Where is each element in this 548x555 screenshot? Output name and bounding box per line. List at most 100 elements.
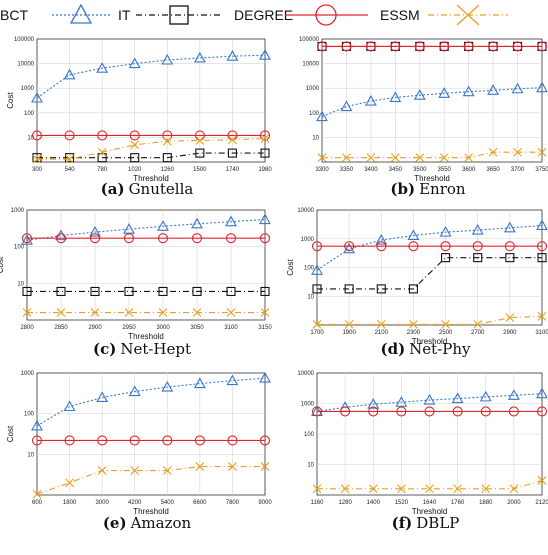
y-tick-label: 100 xyxy=(24,412,35,418)
series-degree xyxy=(31,435,271,446)
x-tick-label: 3750 xyxy=(535,167,548,173)
series-bct xyxy=(31,49,271,103)
data-point xyxy=(438,87,451,98)
data-point xyxy=(488,147,498,157)
data-point xyxy=(195,462,205,471)
data-point xyxy=(472,241,483,252)
x-tick-label: 1880 xyxy=(479,500,493,506)
data-point xyxy=(316,41,328,52)
data-point xyxy=(342,153,351,163)
data-point xyxy=(32,154,42,164)
x-tick-label: 2800 xyxy=(20,325,34,331)
series-it xyxy=(32,148,270,163)
x-tick-label: 3050 xyxy=(190,325,204,331)
series-essm xyxy=(32,462,270,499)
data-point xyxy=(260,462,270,471)
data-point xyxy=(365,41,376,52)
legend-item-essm: ESSM xyxy=(380,4,508,26)
caption: (a) Gnutella xyxy=(101,180,194,198)
data-point xyxy=(123,233,135,244)
data-point xyxy=(395,396,408,407)
series-line xyxy=(36,377,266,427)
x-axis-label: Threshold xyxy=(414,174,450,183)
plot-area xyxy=(321,38,543,163)
data-point xyxy=(259,49,271,60)
series-bct xyxy=(316,81,548,122)
data-point xyxy=(487,84,500,95)
data-point xyxy=(63,400,76,412)
caption-name: Net-Phy xyxy=(409,340,471,358)
data-point xyxy=(464,153,474,163)
x-tick-label: 1740 xyxy=(226,167,240,173)
data-point xyxy=(368,406,379,417)
data-point xyxy=(441,320,450,329)
data-point xyxy=(195,148,205,158)
y-tick-label: 10 xyxy=(27,452,34,458)
data-point xyxy=(425,484,434,494)
y-axis-label: Cost xyxy=(0,256,5,273)
series-essm xyxy=(22,308,270,317)
data-point xyxy=(536,81,548,93)
chart-e: 600 1800 3000 4200 5400 6600 7800 9000 10 100 1000… xyxy=(6,371,272,532)
x-tick-label: 3650 xyxy=(486,167,500,173)
data-point xyxy=(312,284,322,294)
data-point xyxy=(21,234,33,245)
data-point xyxy=(344,320,354,329)
x-axis-label: Threshold xyxy=(128,332,164,341)
data-point xyxy=(368,484,378,494)
series-degree xyxy=(311,406,548,417)
y-tick-label: 10 xyxy=(307,463,314,469)
data-point xyxy=(424,406,435,417)
series-line xyxy=(26,218,266,241)
data-point xyxy=(97,147,107,157)
data-point xyxy=(128,385,141,397)
data-point xyxy=(512,41,523,52)
legend: BCT IT DEGREE ESSM xyxy=(0,3,508,26)
x-tick-label: 600 xyxy=(32,500,43,506)
caption-letter: (f) xyxy=(392,514,413,532)
x-tick-label: 3450 xyxy=(389,167,403,173)
x-tick-label: 3000 xyxy=(156,325,170,331)
series-it xyxy=(312,253,547,294)
data-point xyxy=(462,85,475,97)
y-tick-label: 10000 xyxy=(297,371,314,377)
data-point xyxy=(225,215,237,227)
legend-marker xyxy=(315,4,337,26)
series-line xyxy=(36,466,265,495)
x-tick-label: 7800 xyxy=(226,500,240,506)
x-tick-label: 300 xyxy=(32,167,43,173)
data-point xyxy=(344,241,355,252)
x-tick-label: 2000 xyxy=(507,500,521,506)
data-point xyxy=(130,466,140,475)
x-tick-label: 2900 xyxy=(503,330,517,336)
data-point xyxy=(191,217,203,229)
caption-letter: (b) xyxy=(390,180,415,198)
data-point xyxy=(65,154,74,164)
data-point xyxy=(390,41,401,52)
data-point xyxy=(32,489,42,499)
data-point xyxy=(228,462,237,471)
series-essm xyxy=(312,311,547,329)
x-tick-label: 2850 xyxy=(54,325,68,331)
caption: (b) Enron xyxy=(390,180,465,198)
data-point xyxy=(90,308,100,317)
data-point xyxy=(480,406,491,417)
data-point xyxy=(195,136,205,145)
x-tick-label: 1280 xyxy=(338,500,352,506)
data-point xyxy=(227,435,238,446)
data-point xyxy=(96,391,109,403)
data-point xyxy=(128,57,141,69)
series-bct xyxy=(311,219,548,275)
data-point xyxy=(260,308,270,317)
x-tick-label: 3500 xyxy=(413,167,427,173)
data-point xyxy=(341,41,352,52)
data-point xyxy=(157,220,169,231)
data-point xyxy=(55,229,67,241)
x-tick-label: 2700 xyxy=(471,330,485,336)
x-tick-label: 1400 xyxy=(367,500,381,506)
data-point xyxy=(31,130,43,141)
caption: (f) DBLP xyxy=(392,514,460,532)
data-point xyxy=(407,229,420,241)
data-point xyxy=(340,100,353,112)
